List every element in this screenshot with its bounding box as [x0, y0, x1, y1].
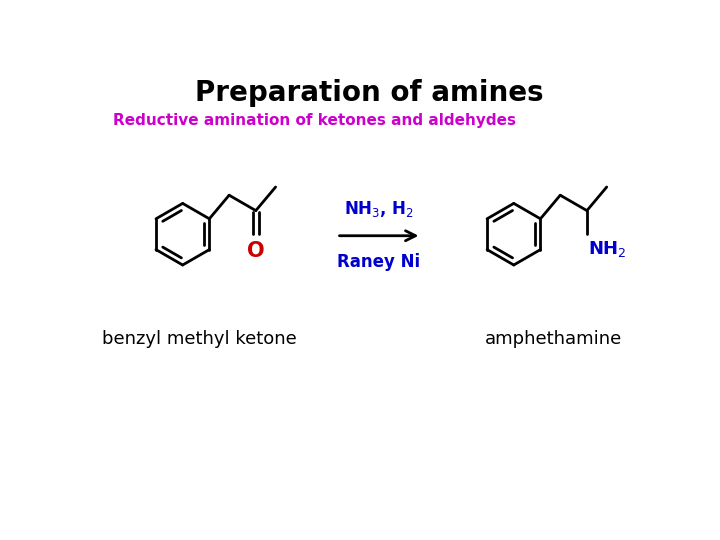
Text: amphethamine: amphethamine: [485, 330, 622, 348]
Text: Raney Ni: Raney Ni: [338, 253, 420, 271]
Text: O: O: [247, 241, 265, 261]
Text: benzyl methyl ketone: benzyl methyl ketone: [102, 330, 297, 348]
Text: NH$_2$: NH$_2$: [588, 239, 627, 259]
Text: Reductive amination of ketones and aldehydes: Reductive amination of ketones and aldeh…: [113, 112, 516, 127]
Text: Preparation of amines: Preparation of amines: [194, 79, 544, 107]
Text: NH$_3$, H$_2$: NH$_3$, H$_2$: [344, 199, 414, 219]
